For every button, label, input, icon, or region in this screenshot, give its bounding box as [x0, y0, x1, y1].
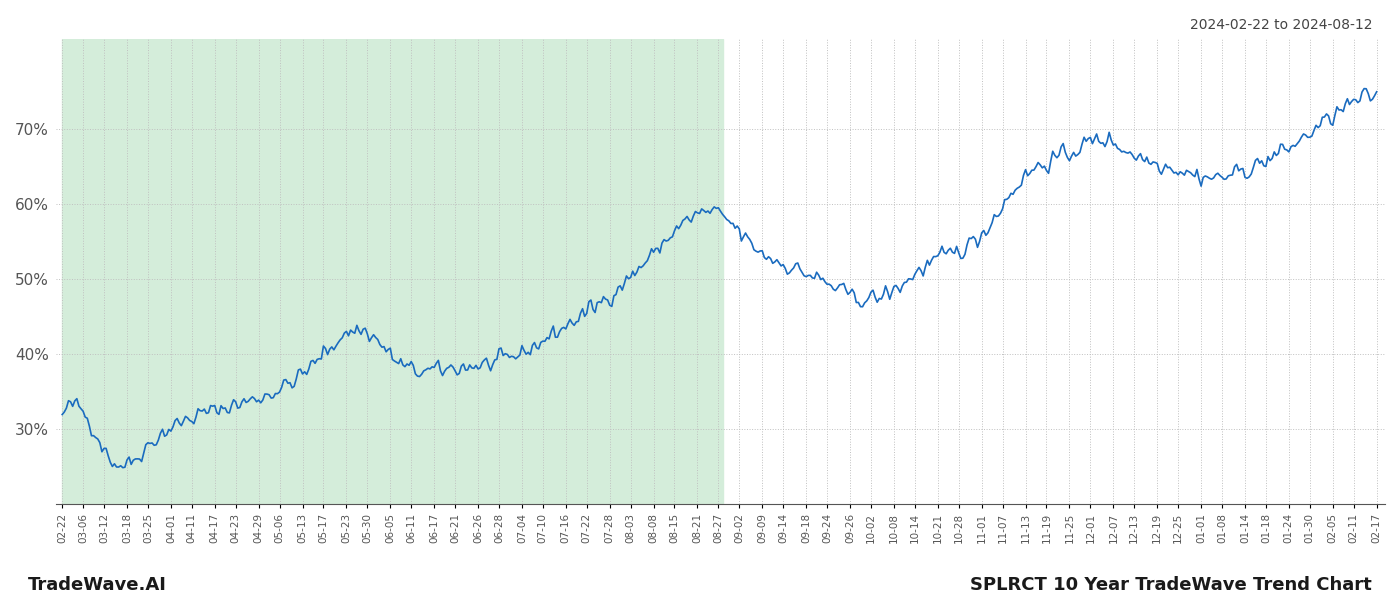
Text: TradeWave.AI: TradeWave.AI: [28, 576, 167, 594]
Text: 2024-02-22 to 2024-08-12: 2024-02-22 to 2024-08-12: [1190, 18, 1372, 32]
Bar: [62, 39, 722, 504]
Text: SPLRCT 10 Year TradeWave Trend Chart: SPLRCT 10 Year TradeWave Trend Chart: [970, 576, 1372, 594]
